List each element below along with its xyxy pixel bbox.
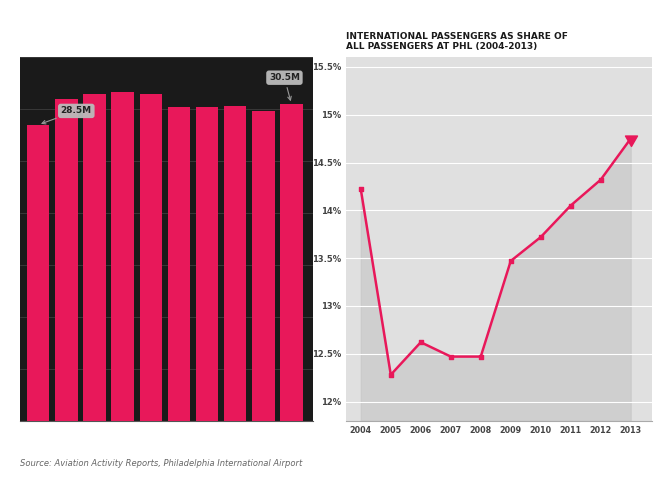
Point <box>475 353 486 360</box>
Bar <box>252 111 275 421</box>
Text: Source: Aviation Activity Reports, Philadelphia International Airport: Source: Aviation Activity Reports, Phila… <box>20 459 302 468</box>
Bar <box>196 107 218 421</box>
Text: 30.5M: 30.5M <box>269 73 300 100</box>
Bar <box>224 106 247 421</box>
Bar <box>55 99 78 421</box>
Bar <box>111 92 134 421</box>
Point <box>625 135 636 142</box>
Text: 28.5M: 28.5M <box>42 107 92 124</box>
Point <box>446 353 456 360</box>
Bar <box>280 104 303 421</box>
Point <box>595 176 606 184</box>
Point <box>565 202 576 209</box>
Point <box>386 371 396 379</box>
Text: ANNUAL PASSENGER TRAFFIC AT PHL (2004-2013): ANNUAL PASSENGER TRAFFIC AT PHL (2004-20… <box>20 42 274 51</box>
Point <box>625 135 636 142</box>
Bar <box>140 94 162 421</box>
Text: INTERNATIONAL PASSENGERS AS SHARE OF
ALL PASSENGERS AT PHL (2004-2013): INTERNATIONAL PASSENGERS AS SHARE OF ALL… <box>346 32 568 51</box>
Bar <box>168 107 190 421</box>
Point <box>505 257 516 265</box>
Point <box>535 233 546 241</box>
Bar <box>83 94 106 421</box>
Point <box>416 338 426 346</box>
Bar <box>27 125 49 421</box>
Point <box>356 185 366 193</box>
